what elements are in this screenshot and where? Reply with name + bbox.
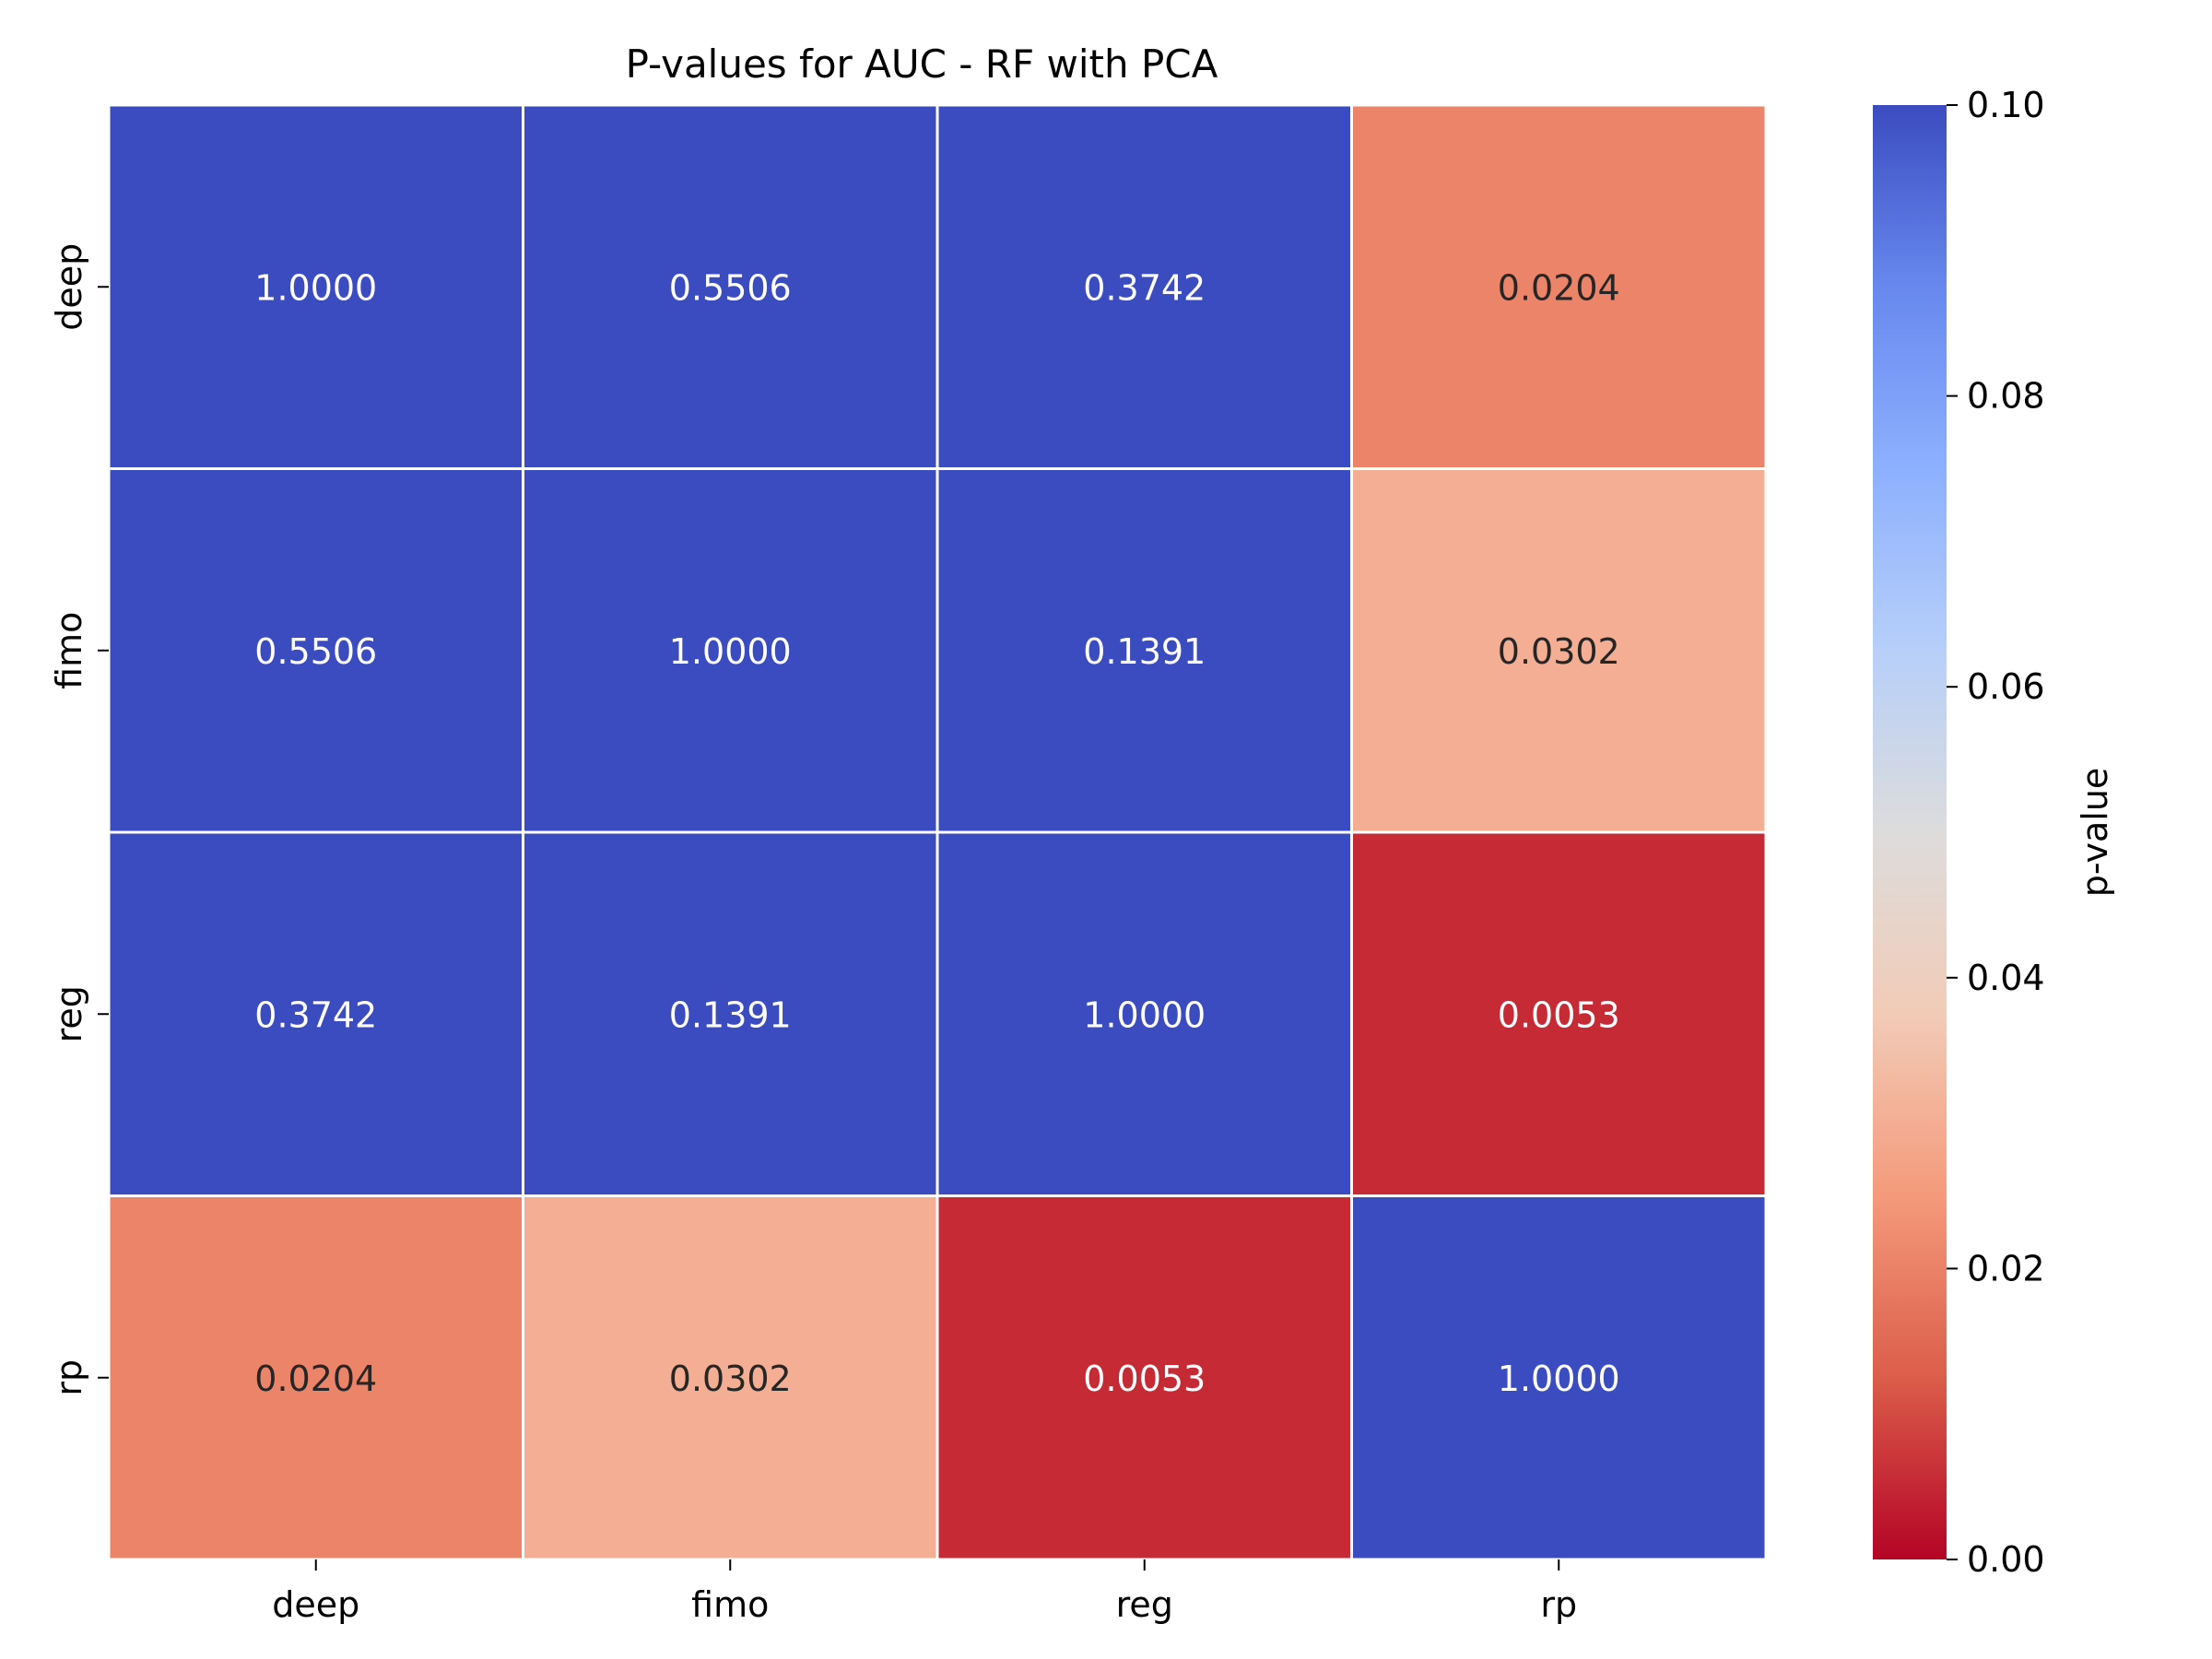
cell-value-label: 0.0302	[669, 1359, 792, 1399]
x-tick-label: fimo	[691, 1584, 769, 1625]
cell-value-label: 0.3742	[1083, 267, 1206, 308]
x-tick-label: reg	[1116, 1584, 1173, 1625]
colorbar-tick-label: 0.04	[1967, 958, 2045, 998]
heatmap-cell	[1350, 467, 1768, 834]
heatmap-cell	[935, 103, 1353, 470]
cell-value-label: 0.1391	[1083, 631, 1206, 672]
heatmap-cell	[522, 467, 939, 834]
cell-value-label: 0.0204	[1498, 267, 1620, 308]
heatmap-cells: 1.0000 0.5506 0.3742 0.0204 0.5506 1.0000 0.13…	[107, 103, 1768, 1561]
cell-value-label: 0.0204	[254, 1359, 377, 1399]
colorbar-tick-label: 0.06	[1967, 666, 2045, 707]
heatmap-cell	[522, 103, 939, 470]
heatmap-cell	[1350, 103, 1768, 470]
cell-value-label: 0.3742	[254, 994, 377, 1035]
colorbar-tick-label: 0.00	[1967, 1539, 2045, 1580]
heatmap-cell	[935, 1194, 1353, 1561]
cell-value-label: 1.0000	[1083, 994, 1206, 1035]
y-tick-label: reg	[49, 985, 89, 1042]
y-tick-label: rp	[49, 1359, 89, 1396]
heatmap-cell	[107, 467, 524, 834]
heatmap-cell	[522, 830, 939, 1197]
colorbar-tick-label: 0.10	[1967, 85, 2045, 125]
heatmap-axes: deep fimo reg rp deep fimo reg rp	[49, 243, 1577, 1625]
cell-value-label: 0.0053	[1498, 994, 1620, 1035]
x-tick-label: deep	[272, 1584, 359, 1625]
cell-value-label: 1.0000	[1498, 1359, 1620, 1399]
y-tick-label: deep	[49, 243, 89, 331]
colorbar-label: p-value	[2075, 768, 2115, 898]
cell-value-label: 0.1391	[669, 994, 792, 1035]
colorbar-tick-label: 0.08	[1967, 376, 2045, 417]
heatmap-cell	[107, 1194, 524, 1561]
heatmap-cell	[1350, 830, 1768, 1197]
cell-value-label: 0.0302	[1498, 631, 1620, 672]
colorbar: 0.00 0.02 0.04 0.06 0.08 0.10 p-value	[1873, 85, 2115, 1580]
cell-value-label: 0.5506	[669, 267, 792, 308]
colorbar-gradient	[1873, 105, 1947, 1559]
cell-value-label: 0.5506	[254, 631, 377, 672]
chart-title: P-values for AUC - RF with PCA	[626, 41, 1218, 87]
heatmap-cell	[1350, 1194, 1768, 1561]
x-tick-label: rp	[1540, 1584, 1577, 1625]
heatmap-cell	[107, 103, 524, 470]
cell-value-label: 1.0000	[254, 267, 377, 308]
colorbar-tick-label: 0.02	[1967, 1248, 2045, 1288]
cell-value-label: 1.0000	[669, 631, 792, 672]
y-tick-label: fimo	[49, 612, 89, 689]
heatmap-cell	[522, 1194, 939, 1561]
cell-value-label: 0.0053	[1083, 1359, 1206, 1399]
